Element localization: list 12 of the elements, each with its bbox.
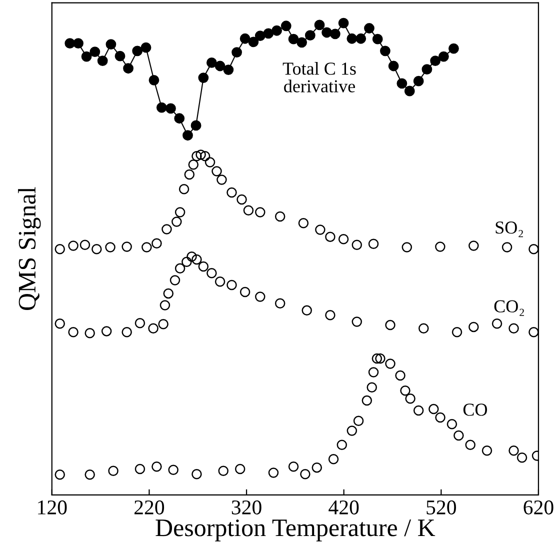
x-tick-label: 220 xyxy=(134,500,164,514)
annotation: SO₂ xyxy=(496,222,523,238)
annotation: CO₂ xyxy=(494,300,524,316)
annotation: Total C 1s derivative xyxy=(282,62,356,92)
x-tick-label: 120 xyxy=(38,500,67,514)
x-axis-title: Desorption Temperature / K xyxy=(156,519,436,542)
x-tick-label: 320 xyxy=(232,500,262,514)
x-tick-label: 620 xyxy=(524,500,554,514)
y-axis-title: QMS Signal xyxy=(18,187,41,310)
x-tick-label: 420 xyxy=(328,500,359,514)
annotation: CO xyxy=(463,404,488,416)
x-tick-label: 520 xyxy=(426,500,456,514)
